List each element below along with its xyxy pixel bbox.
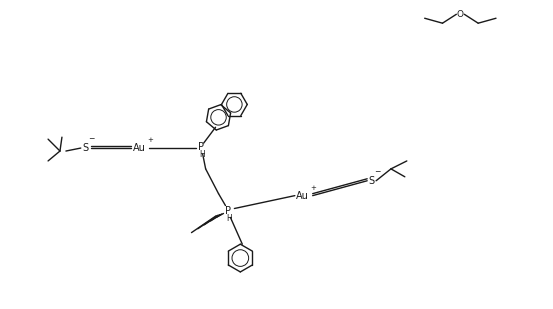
Text: Au: Au [296, 191, 309, 201]
Text: H: H [227, 214, 232, 223]
Text: S: S [82, 143, 89, 153]
Text: +: + [147, 137, 153, 143]
Text: H: H [199, 150, 205, 159]
Text: −: − [88, 134, 95, 143]
Text: P: P [197, 142, 204, 152]
Text: −: − [374, 167, 380, 176]
Text: S: S [368, 176, 374, 186]
Text: Au: Au [133, 143, 145, 153]
Text: P: P [226, 206, 232, 217]
Text: +: + [311, 185, 317, 191]
Text: O: O [457, 10, 464, 19]
